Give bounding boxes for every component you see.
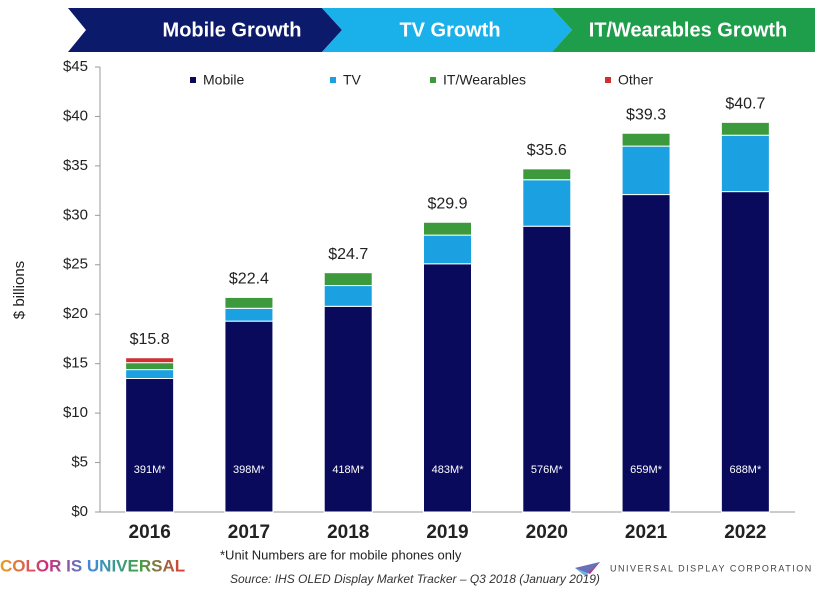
total-label: $15.8 [130, 331, 170, 348]
total-label: $24.7 [328, 246, 368, 263]
bar-segment [621, 132, 671, 147]
total-label: $29.9 [427, 195, 467, 212]
bar-segment [621, 194, 671, 513]
unit-label: 483M* [432, 464, 465, 476]
x-tick-label: 2019 [426, 522, 468, 543]
unit-label: 659M* [630, 464, 663, 476]
banner: TV Growth [399, 19, 500, 41]
banner: IT/Wearables Growth [589, 19, 788, 41]
total-label: $39.3 [626, 106, 666, 123]
banner-shape [322, 8, 572, 52]
bar-segment [125, 369, 175, 380]
total-label: $22.4 [229, 271, 269, 288]
bar-segment [224, 307, 274, 322]
x-tick-label: 2017 [228, 522, 270, 543]
y-tick-label: $35 [63, 157, 88, 174]
brand-slogan: COLOR IS UNIVERSAL [0, 556, 185, 575]
banner-shape [552, 8, 815, 52]
bar-segment [522, 225, 572, 513]
bar-segment [522, 179, 572, 227]
legend-label: Other [618, 72, 653, 88]
legend-swatch [330, 77, 336, 83]
company-name: UNIVERSAL DISPLAY CORPORATION [610, 563, 813, 573]
total-label: $40.7 [725, 96, 765, 113]
bar-segment [125, 362, 175, 371]
y-tick-label: $45 [63, 58, 88, 75]
bar-segment [720, 134, 770, 193]
legend-swatch [190, 77, 196, 83]
legend-swatch [430, 77, 436, 83]
unit-label: 576M* [531, 464, 564, 476]
bar-segment [323, 305, 373, 513]
x-tick-label: 2020 [526, 522, 568, 543]
bar-segment [423, 221, 472, 236]
x-tick-label: 2021 [625, 522, 668, 543]
legend-swatch [605, 77, 611, 83]
bar-segment [224, 296, 274, 309]
bar-segment [720, 191, 770, 513]
bar-segment [125, 357, 175, 364]
y-tick-label: $40 [63, 107, 88, 124]
y-tick-label: $0 [71, 503, 88, 520]
y-tick-label: $5 [71, 454, 88, 471]
logo [575, 562, 600, 576]
x-tick-label: 2022 [724, 522, 766, 543]
source: Source: IHS OLED Display Market Tracker … [230, 572, 600, 586]
unit-label: 688M* [729, 464, 762, 476]
total-label: $35.6 [527, 142, 567, 159]
y-tick-label: $10 [63, 404, 88, 421]
x-tick-label: 2016 [129, 522, 171, 543]
y-tick-label: $30 [63, 206, 88, 223]
bar-segment [423, 234, 472, 265]
bar-segment [323, 285, 373, 307]
bar-segment [224, 320, 274, 513]
y-tick-label: $20 [63, 305, 88, 322]
unit-label: 418M* [332, 464, 365, 476]
y-tick-label: $25 [63, 256, 88, 273]
y-axis-label: $ billions [11, 261, 28, 319]
banner: Mobile Growth [163, 19, 302, 41]
bar-segment [125, 378, 175, 513]
bar-segment [323, 272, 373, 287]
banner-shape [68, 8, 342, 52]
y-tick-label: $15 [63, 355, 88, 372]
bar-segment [423, 263, 472, 513]
bar-segment [621, 145, 671, 196]
bar-segment [720, 121, 770, 136]
footnote: *Unit Numbers are for mobile phones only [220, 547, 462, 562]
legend-label: Mobile [203, 72, 244, 88]
unit-label: 391M* [134, 464, 167, 476]
legend-label: TV [343, 72, 362, 88]
unit-label: 398M* [233, 464, 266, 476]
x-tick-label: 2018 [327, 522, 369, 543]
bar-segment [522, 168, 572, 181]
legend-label: IT/Wearables [443, 72, 526, 88]
